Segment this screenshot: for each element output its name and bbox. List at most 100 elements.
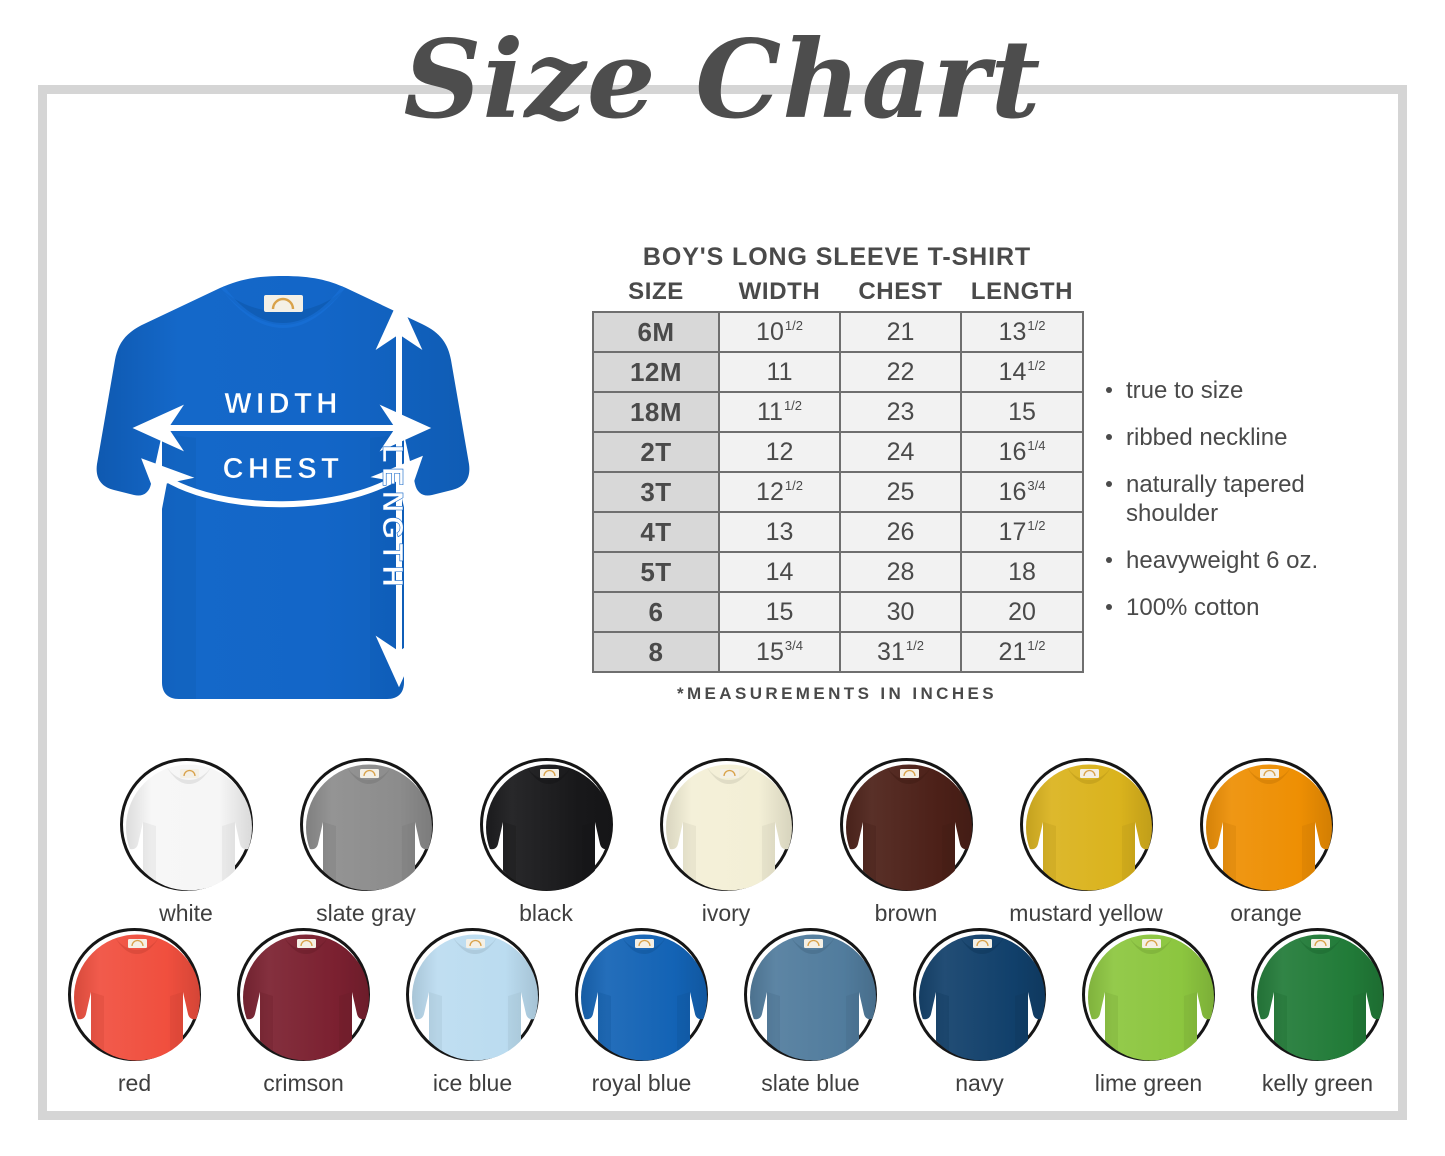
color-swatch-circle[interactable]: [744, 928, 877, 1061]
cell-size: 18M: [592, 391, 720, 433]
cell-length: 211/2: [960, 631, 1084, 673]
feature-list: true to size ribbed neckline naturally tap…: [1104, 376, 1394, 640]
feature-label: 100% cotton: [1126, 594, 1260, 622]
color-swatch[interactable]: mustard yellow: [996, 758, 1176, 927]
color-swatch-circle[interactable]: [299, 758, 433, 891]
cell-width-value: 15: [756, 637, 784, 666]
size-table-header-row: SIZE WIDTH CHEST LENGTH: [593, 278, 1083, 312]
width-arrow-label: WIDTH: [224, 388, 342, 420]
swatch-shirt-svg: [1025, 764, 1152, 891]
column-header-chest: CHEST: [858, 278, 943, 305]
feature-label: naturally tapered shoulder: [1126, 471, 1305, 528]
cell-length: 131/2: [960, 311, 1084, 353]
color-swatch-circle[interactable]: [913, 928, 1046, 1061]
cell-size: 12M: [592, 351, 720, 393]
color-swatch[interactable]: ivory: [636, 758, 816, 927]
swatch-shirt-icon: [400, 926, 551, 1066]
bullet-icon: [1106, 387, 1112, 393]
color-swatch-circle[interactable]: [1251, 928, 1384, 1061]
swatch-shirt-svg: [750, 934, 876, 1061]
size-table-heading: BOY'S LONG SLEEVE T-SHIRT: [642, 243, 1032, 271]
swatch-shirt-svg: [243, 934, 369, 1061]
bullet-icon: [1106, 557, 1112, 564]
table-row: 6M 101/2 21 131/2: [592, 311, 1084, 353]
color-swatch-label: crimson: [263, 1070, 344, 1096]
color-swatch-circle[interactable]: [1019, 758, 1153, 891]
cell-width: 12: [718, 431, 841, 473]
swatch-shirt-icon: [294, 756, 445, 896]
color-swatch[interactable]: crimson: [219, 928, 388, 1097]
size-table: SIZE WIDTH CHEST LENGTH 6M 101/2 21 131/2 12…: [592, 278, 1084, 673]
color-swatch[interactable]: royal blue: [557, 928, 726, 1097]
cell-length-value: 16: [998, 477, 1027, 506]
color-swatch-circle[interactable]: [1199, 758, 1333, 891]
cell-chest-value: 28: [886, 557, 915, 586]
table-row: 2T 12 24 161/4: [592, 431, 1084, 473]
swatch-shirt-svg: [305, 764, 432, 891]
cell-chest: 28: [839, 551, 962, 593]
color-swatch[interactable]: navy: [895, 928, 1064, 1097]
cell-length-value: 17: [998, 517, 1027, 546]
table-row: 6 15 30 20: [592, 591, 1084, 633]
cell-chest: 22: [839, 351, 962, 393]
color-swatch[interactable]: red: [50, 928, 219, 1097]
color-swatch[interactable]: orange: [1176, 758, 1356, 927]
cell-chest: 24: [839, 431, 962, 473]
color-swatch[interactable]: white: [96, 758, 276, 927]
swatch-shirt-svg: [1257, 934, 1383, 1061]
bullet-icon: [1106, 481, 1112, 488]
color-swatch-label: slate gray: [316, 900, 416, 926]
color-swatch-circle[interactable]: [119, 758, 253, 891]
cell-length-value: 18: [1008, 557, 1036, 586]
color-swatch[interactable]: black: [456, 758, 636, 927]
color-swatch-circle[interactable]: [406, 928, 539, 1061]
cell-size: 5T: [592, 551, 720, 593]
color-swatch[interactable]: ice blue: [388, 928, 557, 1097]
cell-length-fraction: 3/4: [1027, 478, 1046, 494]
table-row: 12M 11 22 141/2: [592, 351, 1084, 393]
cell-chest-value: 26: [886, 517, 915, 546]
cell-width: 101/2: [718, 311, 841, 353]
cell-length-value: 15: [1008, 397, 1036, 426]
cell-length: 163/4: [960, 471, 1084, 513]
neck-tag: [264, 295, 303, 312]
color-swatch[interactable]: lime green: [1064, 928, 1233, 1097]
color-swatch-label: orange: [1230, 900, 1302, 926]
cell-chest-value: 31: [877, 637, 905, 666]
color-swatch-circle[interactable]: [1082, 928, 1215, 1061]
cell-length-fraction: 1/2: [1027, 318, 1046, 334]
color-swatch[interactable]: slate blue: [726, 928, 895, 1097]
cell-chest: 26: [839, 511, 962, 553]
feature-label: true to size: [1126, 377, 1244, 404]
color-swatch[interactable]: brown: [816, 758, 996, 927]
cell-width-fraction: 1/2: [784, 478, 803, 494]
table-row: 8 153/4 311/2 211/2: [592, 631, 1084, 673]
color-swatch-circle[interactable]: [659, 758, 793, 891]
color-swatch-circle[interactable]: [68, 928, 201, 1061]
cell-width: 13: [718, 511, 841, 553]
swatch-shirt-svg: [125, 764, 252, 891]
color-swatch-label: lime green: [1094, 1070, 1203, 1096]
color-swatch-circle[interactable]: [479, 758, 613, 891]
cell-length: 15: [960, 391, 1084, 433]
column-header-width: WIDTH: [738, 278, 821, 305]
color-swatch[interactable]: kelly green: [1233, 928, 1402, 1097]
color-swatch-circle[interactable]: [237, 928, 370, 1061]
color-swatch-circle[interactable]: [839, 758, 973, 891]
list-item: naturally tapered shoulder: [1104, 470, 1394, 528]
cell-width-value: 12: [756, 477, 784, 506]
cell-size: 4T: [592, 511, 720, 553]
color-swatch-row-2: red crimson: [46, 928, 1406, 1097]
list-item: heavyweight 6 oz.: [1104, 546, 1394, 575]
cell-width: 153/4: [718, 631, 841, 673]
cell-length: 20: [960, 591, 1084, 633]
swatch-shirt-svg: [665, 764, 792, 891]
bullet-icon: [1106, 434, 1112, 441]
swatch-shirt-svg: [412, 934, 538, 1061]
color-swatch[interactable]: slate gray: [276, 758, 456, 927]
cell-length-value: 21: [998, 637, 1027, 666]
color-swatch-circle[interactable]: [575, 928, 708, 1061]
cell-width-value: 15: [765, 597, 794, 626]
cell-chest-value: 23: [886, 397, 915, 426]
bullet-icon: [1106, 604, 1112, 611]
